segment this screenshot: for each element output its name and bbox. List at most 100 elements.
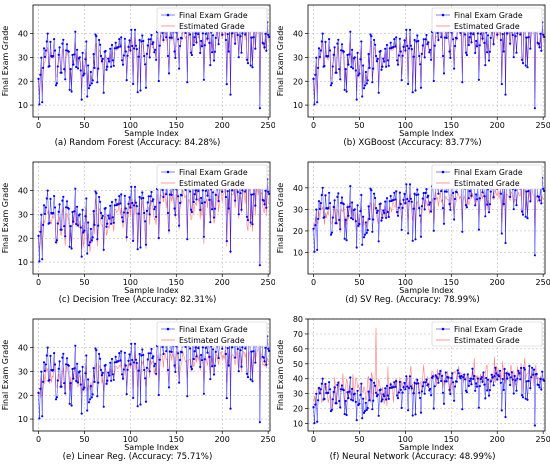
data-point <box>62 352 65 355</box>
data-point <box>376 57 379 61</box>
data-point <box>377 414 380 417</box>
data-point <box>342 50 345 53</box>
data-point <box>100 374 103 377</box>
data-point <box>479 32 482 35</box>
data-point <box>104 206 107 210</box>
data-point <box>356 204 359 207</box>
data-point <box>402 198 405 201</box>
data-point <box>452 381 455 384</box>
data-point <box>472 377 475 381</box>
panel-xgboost: 0 50 100 150 200 250 10 20 30 40 Sample Index Final… <box>275 0 550 157</box>
data-point <box>52 54 55 58</box>
data-point <box>408 375 412 378</box>
data-point <box>345 413 348 417</box>
data-point <box>200 359 204 362</box>
y-tick-label: 70 <box>293 330 303 339</box>
data-point <box>56 65 59 68</box>
data-point <box>501 33 504 36</box>
data-point <box>132 396 135 399</box>
x-tick-label: 50 <box>79 278 89 287</box>
data-point <box>241 189 244 192</box>
data-point <box>178 224 181 227</box>
legend-label-estimated-grade: Estimated Grade <box>454 179 520 188</box>
data-point <box>468 36 471 39</box>
data-point <box>120 36 123 39</box>
data-point <box>229 407 232 410</box>
data-point <box>234 199 237 202</box>
y-axis-label: Final Exam Grade <box>1 26 10 96</box>
legend-label-final-exam-grade: Final Exam Grade <box>454 168 523 177</box>
data-point <box>265 363 268 366</box>
data-point <box>194 32 197 35</box>
data-point <box>420 52 423 56</box>
data-point <box>486 34 490 37</box>
data-point <box>170 193 173 196</box>
data-point <box>514 189 517 192</box>
data-point <box>244 33 247 36</box>
data-point <box>237 56 240 59</box>
data-point <box>263 360 266 363</box>
data-point <box>155 215 158 218</box>
plot-frame <box>32 318 271 432</box>
data-point <box>112 64 115 67</box>
data-point <box>380 400 383 403</box>
data-point <box>39 73 42 76</box>
data-point <box>328 388 332 391</box>
data-point <box>524 64 527 67</box>
data-point <box>344 399 347 403</box>
data-point <box>448 388 451 391</box>
data-point <box>424 191 427 195</box>
data-point <box>382 57 385 60</box>
data-point <box>161 188 164 191</box>
data-point <box>142 353 145 357</box>
data-point <box>499 38 502 42</box>
data-point <box>519 33 522 36</box>
data-point <box>346 391 349 394</box>
data-point <box>362 411 366 414</box>
data-point <box>523 368 526 371</box>
data-point <box>92 367 95 370</box>
data-point <box>56 222 59 225</box>
data-point <box>53 352 56 355</box>
data-point <box>83 386 86 389</box>
data-point <box>489 36 492 40</box>
data-point <box>398 191 401 194</box>
data-point <box>335 402 338 405</box>
data-point <box>162 352 165 356</box>
data-point <box>86 95 89 98</box>
data-point <box>396 394 399 397</box>
data-point <box>54 398 58 401</box>
data-point <box>99 211 103 215</box>
data-point <box>96 81 99 84</box>
data-point <box>53 49 57 52</box>
data-point <box>417 193 420 196</box>
data-point <box>413 381 416 384</box>
data-point <box>419 235 423 238</box>
y-tick-label: 20 <box>293 405 303 414</box>
data-point <box>151 200 154 203</box>
final-exam-grade-points <box>312 364 546 427</box>
data-point <box>531 366 534 369</box>
data-point <box>67 364 70 367</box>
data-point <box>254 361 257 364</box>
data-point <box>190 367 193 371</box>
data-point <box>371 408 374 411</box>
data-point <box>463 373 466 376</box>
data-point <box>189 347 192 350</box>
data-point <box>402 45 405 49</box>
data-point <box>236 33 239 37</box>
y-tick-label: 30 <box>18 367 28 376</box>
legend-label-final-exam-grade: Final Exam Grade <box>179 325 248 334</box>
data-point <box>250 350 253 353</box>
data-point <box>251 223 254 226</box>
data-point <box>389 194 392 198</box>
data-point <box>157 79 160 83</box>
plot-frame <box>307 161 546 275</box>
data-point <box>358 402 361 405</box>
data-point <box>141 34 144 37</box>
data-point <box>202 235 205 238</box>
data-point <box>315 208 318 211</box>
data-point <box>102 405 105 408</box>
data-point <box>398 37 401 40</box>
data-point <box>124 207 127 210</box>
